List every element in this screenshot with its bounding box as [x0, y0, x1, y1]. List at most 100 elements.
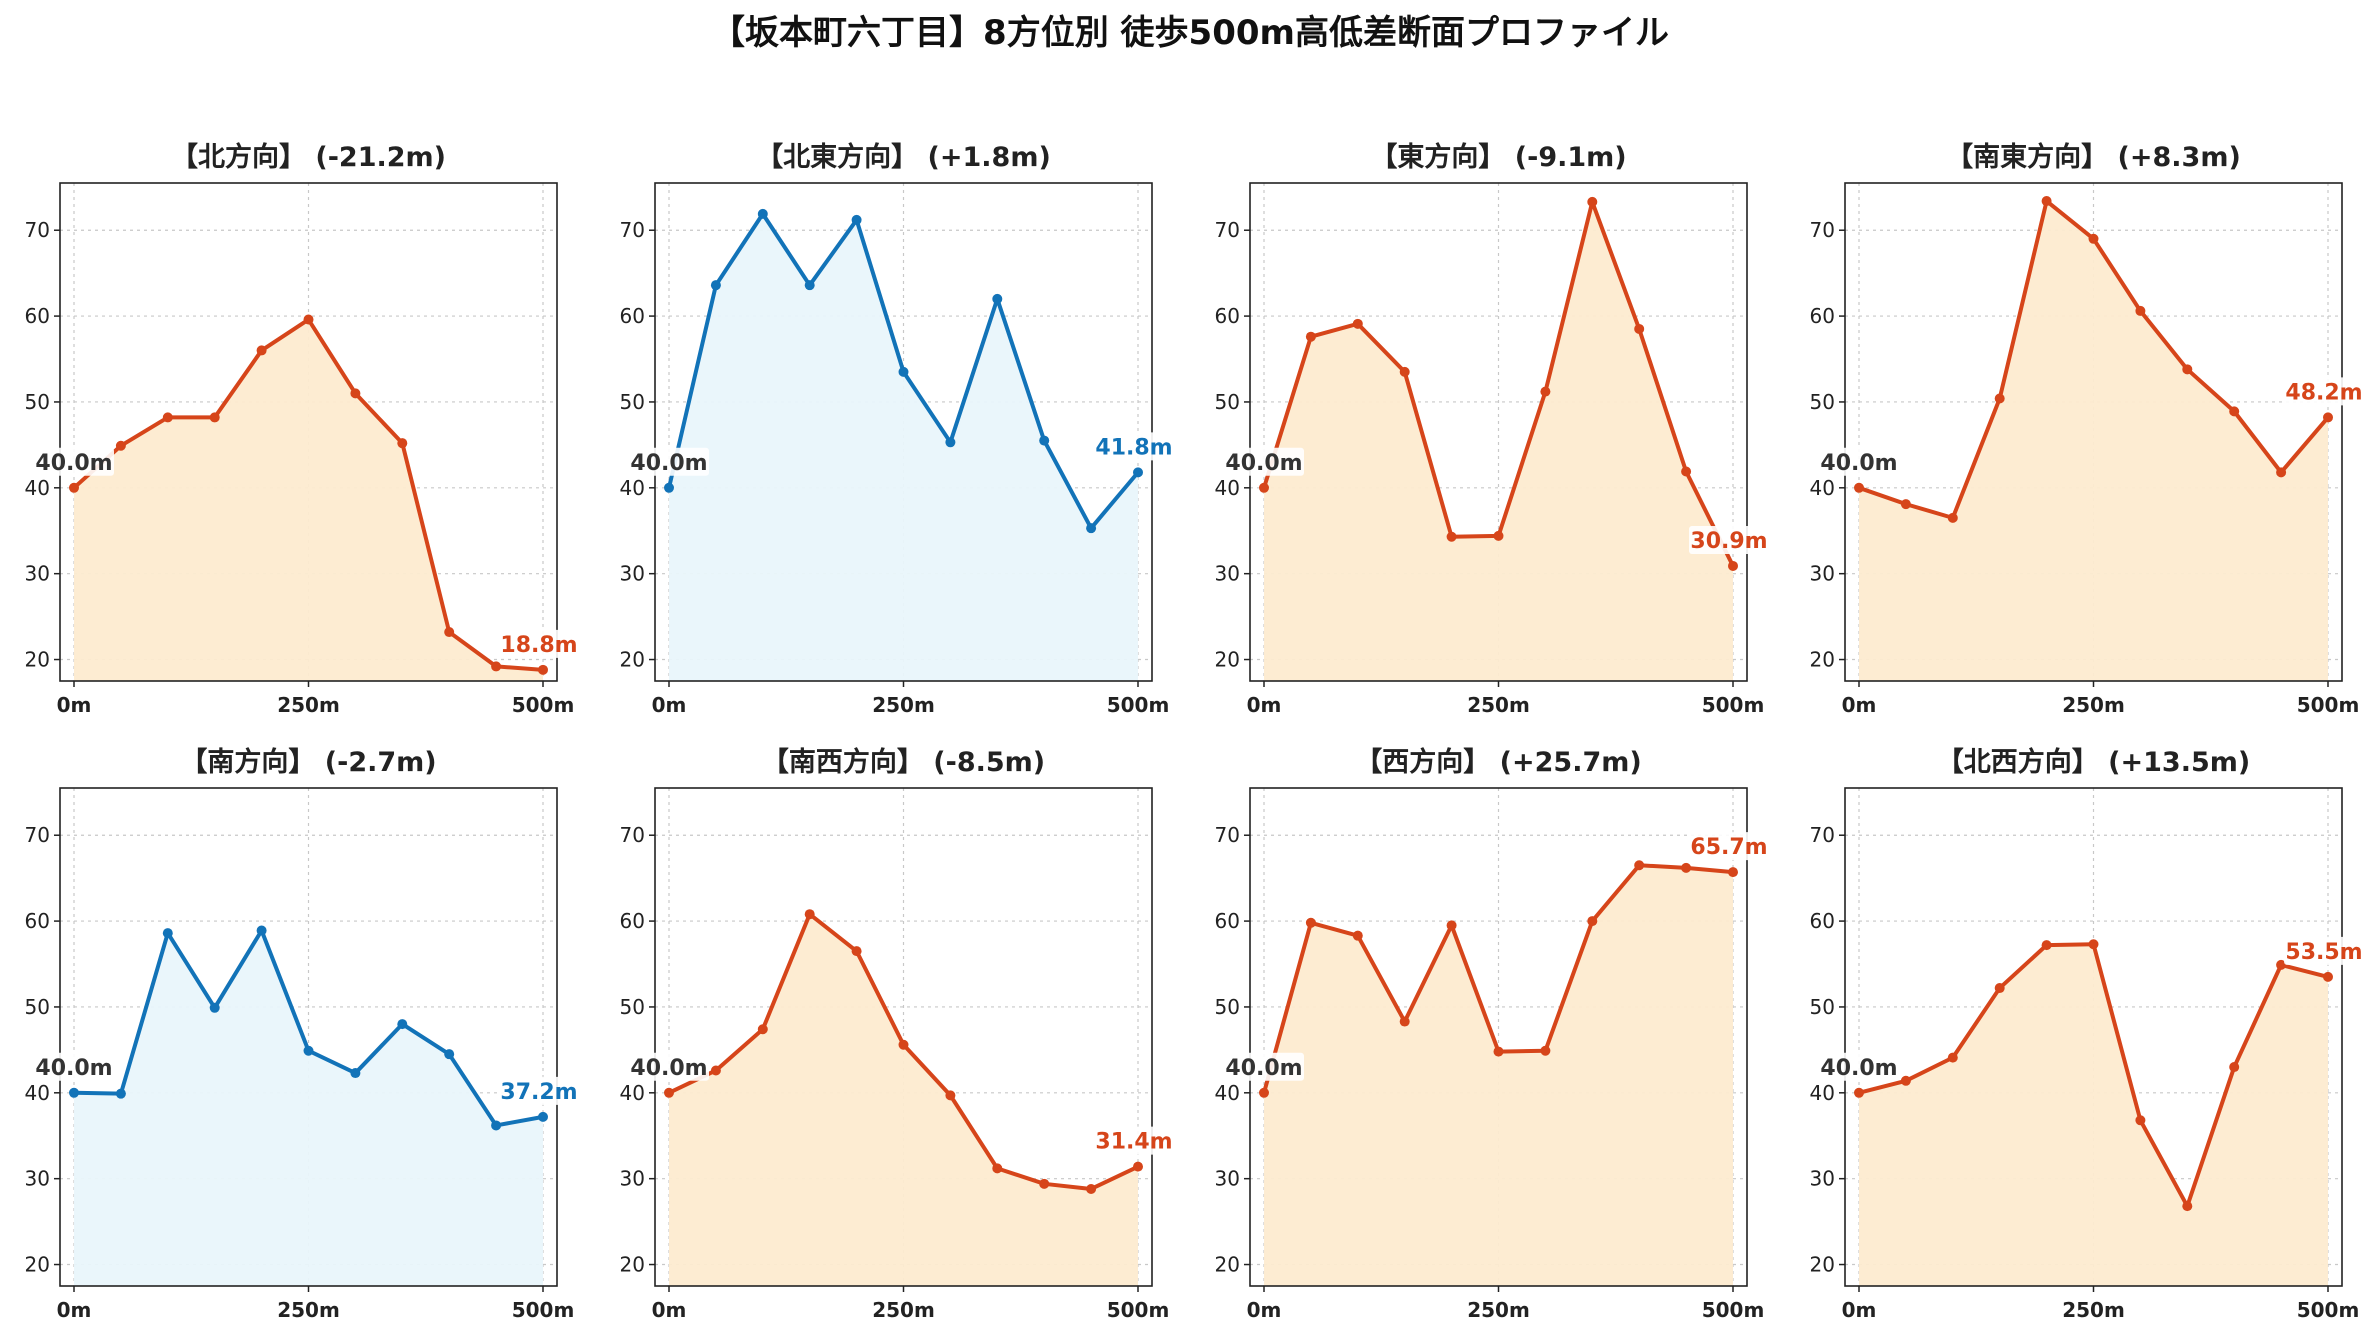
y-tick-label: 20 — [1215, 648, 1240, 672]
end-label-box — [2284, 377, 2368, 406]
panel-title: 【東方向】 (-9.1m) — [1370, 141, 1626, 173]
data-point — [1681, 862, 1692, 873]
y-tick-label: 70 — [620, 823, 645, 847]
start-label: 40.0m — [1820, 1056, 1897, 1081]
start-label: 40.0m — [630, 451, 707, 476]
data-point — [1728, 560, 1738, 571]
start-label-box — [36, 447, 114, 476]
x-tick-label: 0m — [652, 1298, 687, 1322]
x-tick-label: 500m — [1702, 1298, 1765, 1322]
y-tick-label: 20 — [620, 1253, 645, 1277]
data-point — [162, 412, 173, 423]
figure-title: 【坂本町六丁目】8方位別 徒歩500m高低差断面プロファイル — [711, 13, 1669, 53]
data-point — [303, 1045, 314, 1056]
x-tick-label: 500m — [2297, 1298, 2360, 1322]
area-fill — [1859, 201, 2328, 681]
data-point — [256, 345, 267, 356]
data-point — [2041, 196, 2052, 207]
y-tick-label: 40 — [25, 1081, 50, 1105]
data-point — [1587, 916, 1598, 927]
x-tick-label: 0m — [57, 1298, 92, 1322]
panel-4: 【南方向】 (-2.7m) 20 30 40 50 60 70 0m 250m 500m 40.0m… — [25, 746, 583, 1322]
data-point — [256, 925, 267, 936]
end-label: 53.5m — [2285, 940, 2362, 965]
y-tick-label: 70 — [1215, 823, 1240, 847]
data-point — [1352, 318, 1363, 329]
data-point — [1900, 499, 1911, 510]
area-fill — [74, 319, 543, 681]
y-tick-label: 30 — [1810, 1167, 1835, 1191]
data-point — [1259, 1087, 1269, 1098]
y-tick-label: 60 — [25, 304, 50, 328]
panel-title: 【西方向】 (+25.7m) — [1355, 746, 1641, 778]
data-point — [2088, 233, 2099, 244]
data-point — [2276, 959, 2287, 970]
panel-3: 【南東方向】 (+8.3m) 20 30 40 50 60 70 0m 250m 500m 40.0… — [1810, 141, 2368, 717]
data-point — [2229, 406, 2240, 417]
data-point — [1086, 1183, 1097, 1194]
x-tick-label: 500m — [1107, 693, 1170, 717]
data-point — [1305, 917, 1316, 928]
start-label: 40.0m — [1225, 451, 1302, 476]
data-point — [1133, 467, 1143, 478]
y-tick-label: 40 — [1215, 1081, 1240, 1105]
start-label: 40.0m — [35, 1056, 112, 1081]
end-label: 18.8m — [500, 633, 577, 658]
data-point — [2182, 364, 2193, 375]
end-label-box — [1094, 432, 1178, 461]
end-label: 37.2m — [500, 1080, 577, 1105]
data-point — [664, 482, 674, 493]
data-point — [1352, 930, 1363, 941]
data-point — [1133, 1161, 1143, 1172]
y-tick-label: 20 — [1810, 648, 1835, 672]
end-label-box — [499, 1076, 583, 1105]
data-point — [710, 280, 721, 291]
data-point — [851, 214, 862, 225]
y-tick-label: 20 — [620, 648, 645, 672]
data-point — [162, 928, 173, 939]
x-tick-label: 250m — [872, 693, 935, 717]
data-point — [491, 1120, 502, 1131]
data-point — [2323, 971, 2333, 982]
x-tick-label: 0m — [1247, 1298, 1282, 1322]
panel-1: 【北東方向】 (+1.8m) 20 30 40 50 60 70 0m 250m 500m 40.0… — [620, 141, 1178, 717]
y-tick-label: 60 — [620, 304, 645, 328]
data-point — [444, 1049, 455, 1060]
data-point — [1947, 1052, 1958, 1063]
data-point — [2182, 1201, 2193, 1212]
data-point — [2135, 1115, 2146, 1126]
data-point — [1039, 435, 1050, 446]
data-point — [1305, 331, 1316, 342]
y-tick-label: 70 — [1810, 218, 1835, 242]
y-tick-label: 60 — [25, 909, 50, 933]
start-label-box — [1226, 447, 1304, 476]
data-point — [491, 661, 502, 672]
y-tick-label: 70 — [1215, 218, 1240, 242]
y-tick-label: 70 — [25, 218, 50, 242]
end-label-box — [499, 629, 583, 658]
data-point — [209, 1002, 220, 1013]
start-label-box — [1226, 1052, 1304, 1081]
y-tick-label: 30 — [620, 562, 645, 586]
y-tick-label: 70 — [25, 823, 50, 847]
data-point — [2276, 467, 2287, 478]
panel-title: 【北西方向】 (+13.5m) — [1937, 746, 2250, 778]
data-point — [1728, 867, 1738, 878]
y-tick-label: 20 — [25, 648, 50, 672]
start-label: 40.0m — [1225, 1056, 1302, 1081]
end-label-box — [1689, 832, 1773, 861]
data-point — [1493, 1046, 1504, 1057]
x-tick-label: 250m — [872, 1298, 935, 1322]
data-point — [757, 208, 768, 219]
y-tick-label: 20 — [1810, 1253, 1835, 1277]
y-tick-label: 40 — [1810, 1081, 1835, 1105]
panel-title: 【南東方向】 (+8.3m) — [1946, 141, 2241, 173]
y-tick-label: 40 — [25, 476, 50, 500]
data-point — [350, 388, 361, 399]
start-label-box — [1821, 447, 1899, 476]
x-tick-label: 500m — [512, 1298, 575, 1322]
data-point — [1399, 366, 1410, 377]
data-point — [69, 482, 79, 493]
data-point — [1947, 512, 1958, 523]
